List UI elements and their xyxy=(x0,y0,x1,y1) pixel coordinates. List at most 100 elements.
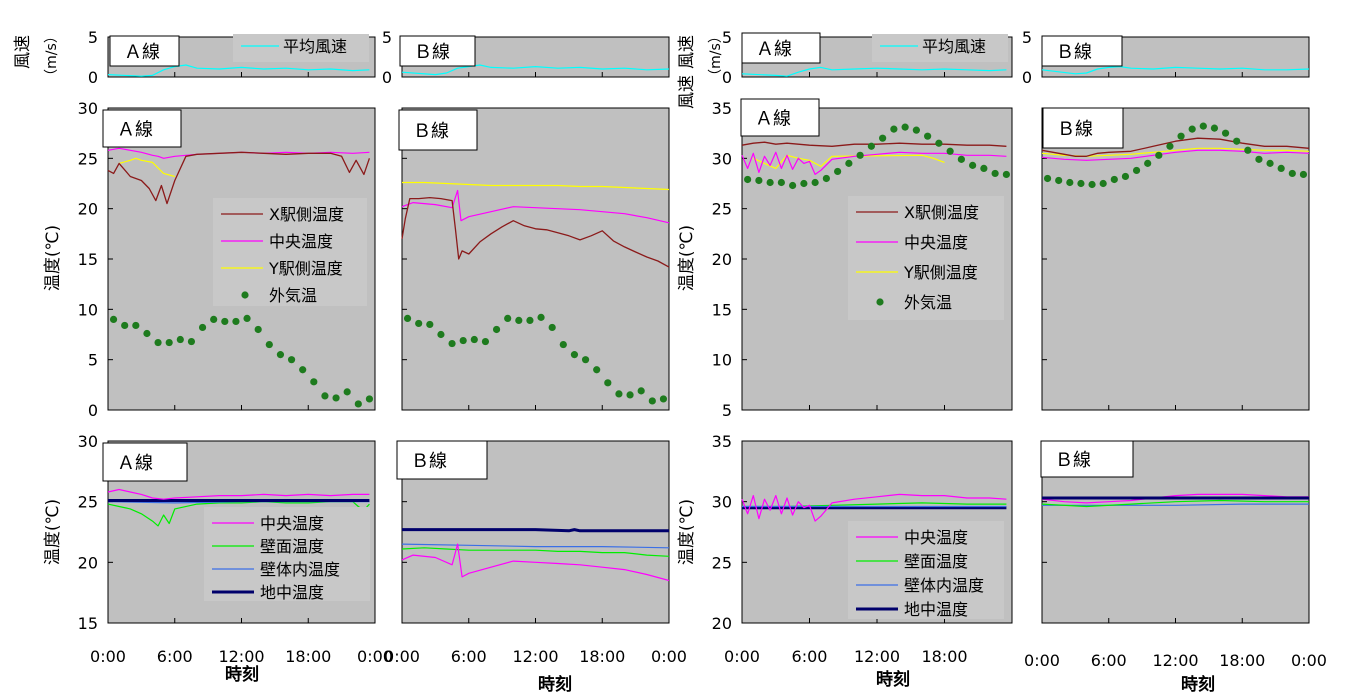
outdoor-temp-point xyxy=(615,390,623,398)
x-tick-label: 12:00 xyxy=(854,647,900,666)
y-tick-label: 25 xyxy=(712,200,732,219)
panel-title-box xyxy=(740,98,820,137)
outdoor-temp-point xyxy=(659,395,668,403)
outdoor-temp-point xyxy=(1055,176,1063,185)
outdoor-temp-point xyxy=(1266,159,1274,167)
outdoor-temp-point xyxy=(448,339,456,348)
y-tick-label: 30 xyxy=(78,432,98,451)
series-line-x_station xyxy=(1041,137,1310,157)
outdoor-temp-point xyxy=(437,330,445,339)
y-tick-label: 20 xyxy=(712,614,732,633)
outdoor-temp-point xyxy=(265,340,273,349)
x-axis-label: 時刻 xyxy=(876,669,910,690)
temp-axis-label: 温度(℃) xyxy=(43,499,63,565)
y-tick-label: 15 xyxy=(78,250,98,269)
series-line-wall xyxy=(1041,499,1309,508)
x-axis-label: 時刻 xyxy=(225,664,259,685)
x-tick-label: 6:00 xyxy=(451,647,487,666)
y-tick-label: 15 xyxy=(78,614,98,633)
legend-label-y_station: Y駅側温度 xyxy=(268,259,343,278)
series-line-center xyxy=(401,189,670,224)
outdoor-temp-point xyxy=(946,147,954,155)
series-line-wall_inner xyxy=(1042,503,1309,506)
outdoor-temp-point xyxy=(800,179,808,188)
series-line-wall_inner xyxy=(401,543,670,549)
y-tick-label: 25 xyxy=(712,553,732,572)
series-line-center xyxy=(401,543,670,582)
y-tick-label: 35 xyxy=(712,99,732,118)
outdoor-temp-point xyxy=(845,159,853,167)
y-tick-label: 15 xyxy=(712,300,732,319)
legend-label-x_station: X駅側温度 xyxy=(904,203,979,222)
series-line-ground xyxy=(402,528,669,533)
panel-title: Ｂ線 xyxy=(411,451,447,472)
outdoor-temp-point xyxy=(1155,151,1163,159)
wind-axis-label: 風速 xyxy=(677,35,697,69)
plot-area xyxy=(401,107,670,411)
legend-label-wind: 平均風速 xyxy=(922,37,986,56)
series-line-y_station xyxy=(402,181,670,191)
legend-label-center: 中央温度 xyxy=(904,528,968,547)
panel-title-box xyxy=(102,442,188,482)
outdoor-temp-point xyxy=(332,394,340,402)
panel-summer-wall-b: Ｂ線 0:00 6:00 12:00 18:00 0:00 xyxy=(1024,440,1327,670)
panel-title: Ｂ線 xyxy=(1055,450,1091,471)
y-tick-label: 30 xyxy=(712,149,732,168)
outdoor-temp-point xyxy=(299,366,307,374)
panel-title: Ａ線 xyxy=(117,120,153,141)
series-line-center xyxy=(741,493,1007,522)
x-tick-label: 12:00 xyxy=(218,647,264,666)
x-tick-label: 18:00 xyxy=(579,647,625,666)
legend-label-center: 中央温度 xyxy=(904,233,968,252)
y-tick-label: 25 xyxy=(78,493,98,512)
y-tick-label: 20 xyxy=(78,200,98,219)
outdoor-temp-point xyxy=(132,321,140,330)
legend-label-wall: 壁面温度 xyxy=(260,537,324,556)
outdoor-temp-point xyxy=(210,315,218,323)
y-tick-label: 5 xyxy=(88,28,98,47)
outdoor-temp-point xyxy=(321,392,329,400)
x-tick-label: 0:00 xyxy=(724,647,760,666)
outdoor-temp-point xyxy=(1132,166,1141,175)
series-line-x_station xyxy=(401,196,670,268)
y-tick-label: 25 xyxy=(78,149,98,168)
panel-title: Ａ線 xyxy=(756,39,792,60)
panel-summer-wind-a: 0 5 平均風速 Ａ線 xyxy=(722,28,1013,87)
outdoor-temp-point xyxy=(354,400,362,408)
series-line-wall xyxy=(401,547,670,557)
series-line-wind xyxy=(401,64,670,76)
outdoor-temp-point xyxy=(481,337,490,346)
panel-title-box xyxy=(1041,35,1123,67)
series-line-wind xyxy=(107,64,370,77)
y-tick-label: 30 xyxy=(712,493,732,512)
temp-axis-label: 温度(℃) xyxy=(677,225,697,291)
outdoor-temp-point xyxy=(991,169,999,178)
panel-title-box xyxy=(741,32,821,64)
outdoor-temp-point xyxy=(310,378,318,386)
outdoor-temp-point xyxy=(822,174,830,183)
outdoor-temp-point xyxy=(879,134,887,142)
legend-label-wall: 壁面温度 xyxy=(904,552,968,571)
outdoor-temp-point xyxy=(789,181,797,190)
panel-title: Ｂ線 xyxy=(414,42,450,63)
outdoor-temp-point xyxy=(143,329,151,338)
panel-title: Ａ線 xyxy=(124,42,160,63)
series-line-y_station xyxy=(753,154,945,169)
legend-label-ground: 地中温度 xyxy=(904,600,968,619)
outdoor-temp-point xyxy=(1233,137,1241,145)
y-tick-label: 10 xyxy=(78,300,98,319)
y-tick-label: 20 xyxy=(712,250,732,269)
legend-label-ground: 地中温度 xyxy=(260,583,324,602)
wind-axis-label: 風速 xyxy=(677,75,697,109)
x-tick-label: 0:00 xyxy=(357,647,393,666)
outdoor-temp-point xyxy=(755,176,763,185)
outdoor-temp-point xyxy=(766,178,774,187)
outdoor-temp-point xyxy=(492,325,501,334)
series-line-center xyxy=(1041,149,1310,161)
outdoor-temp-point xyxy=(581,356,590,364)
